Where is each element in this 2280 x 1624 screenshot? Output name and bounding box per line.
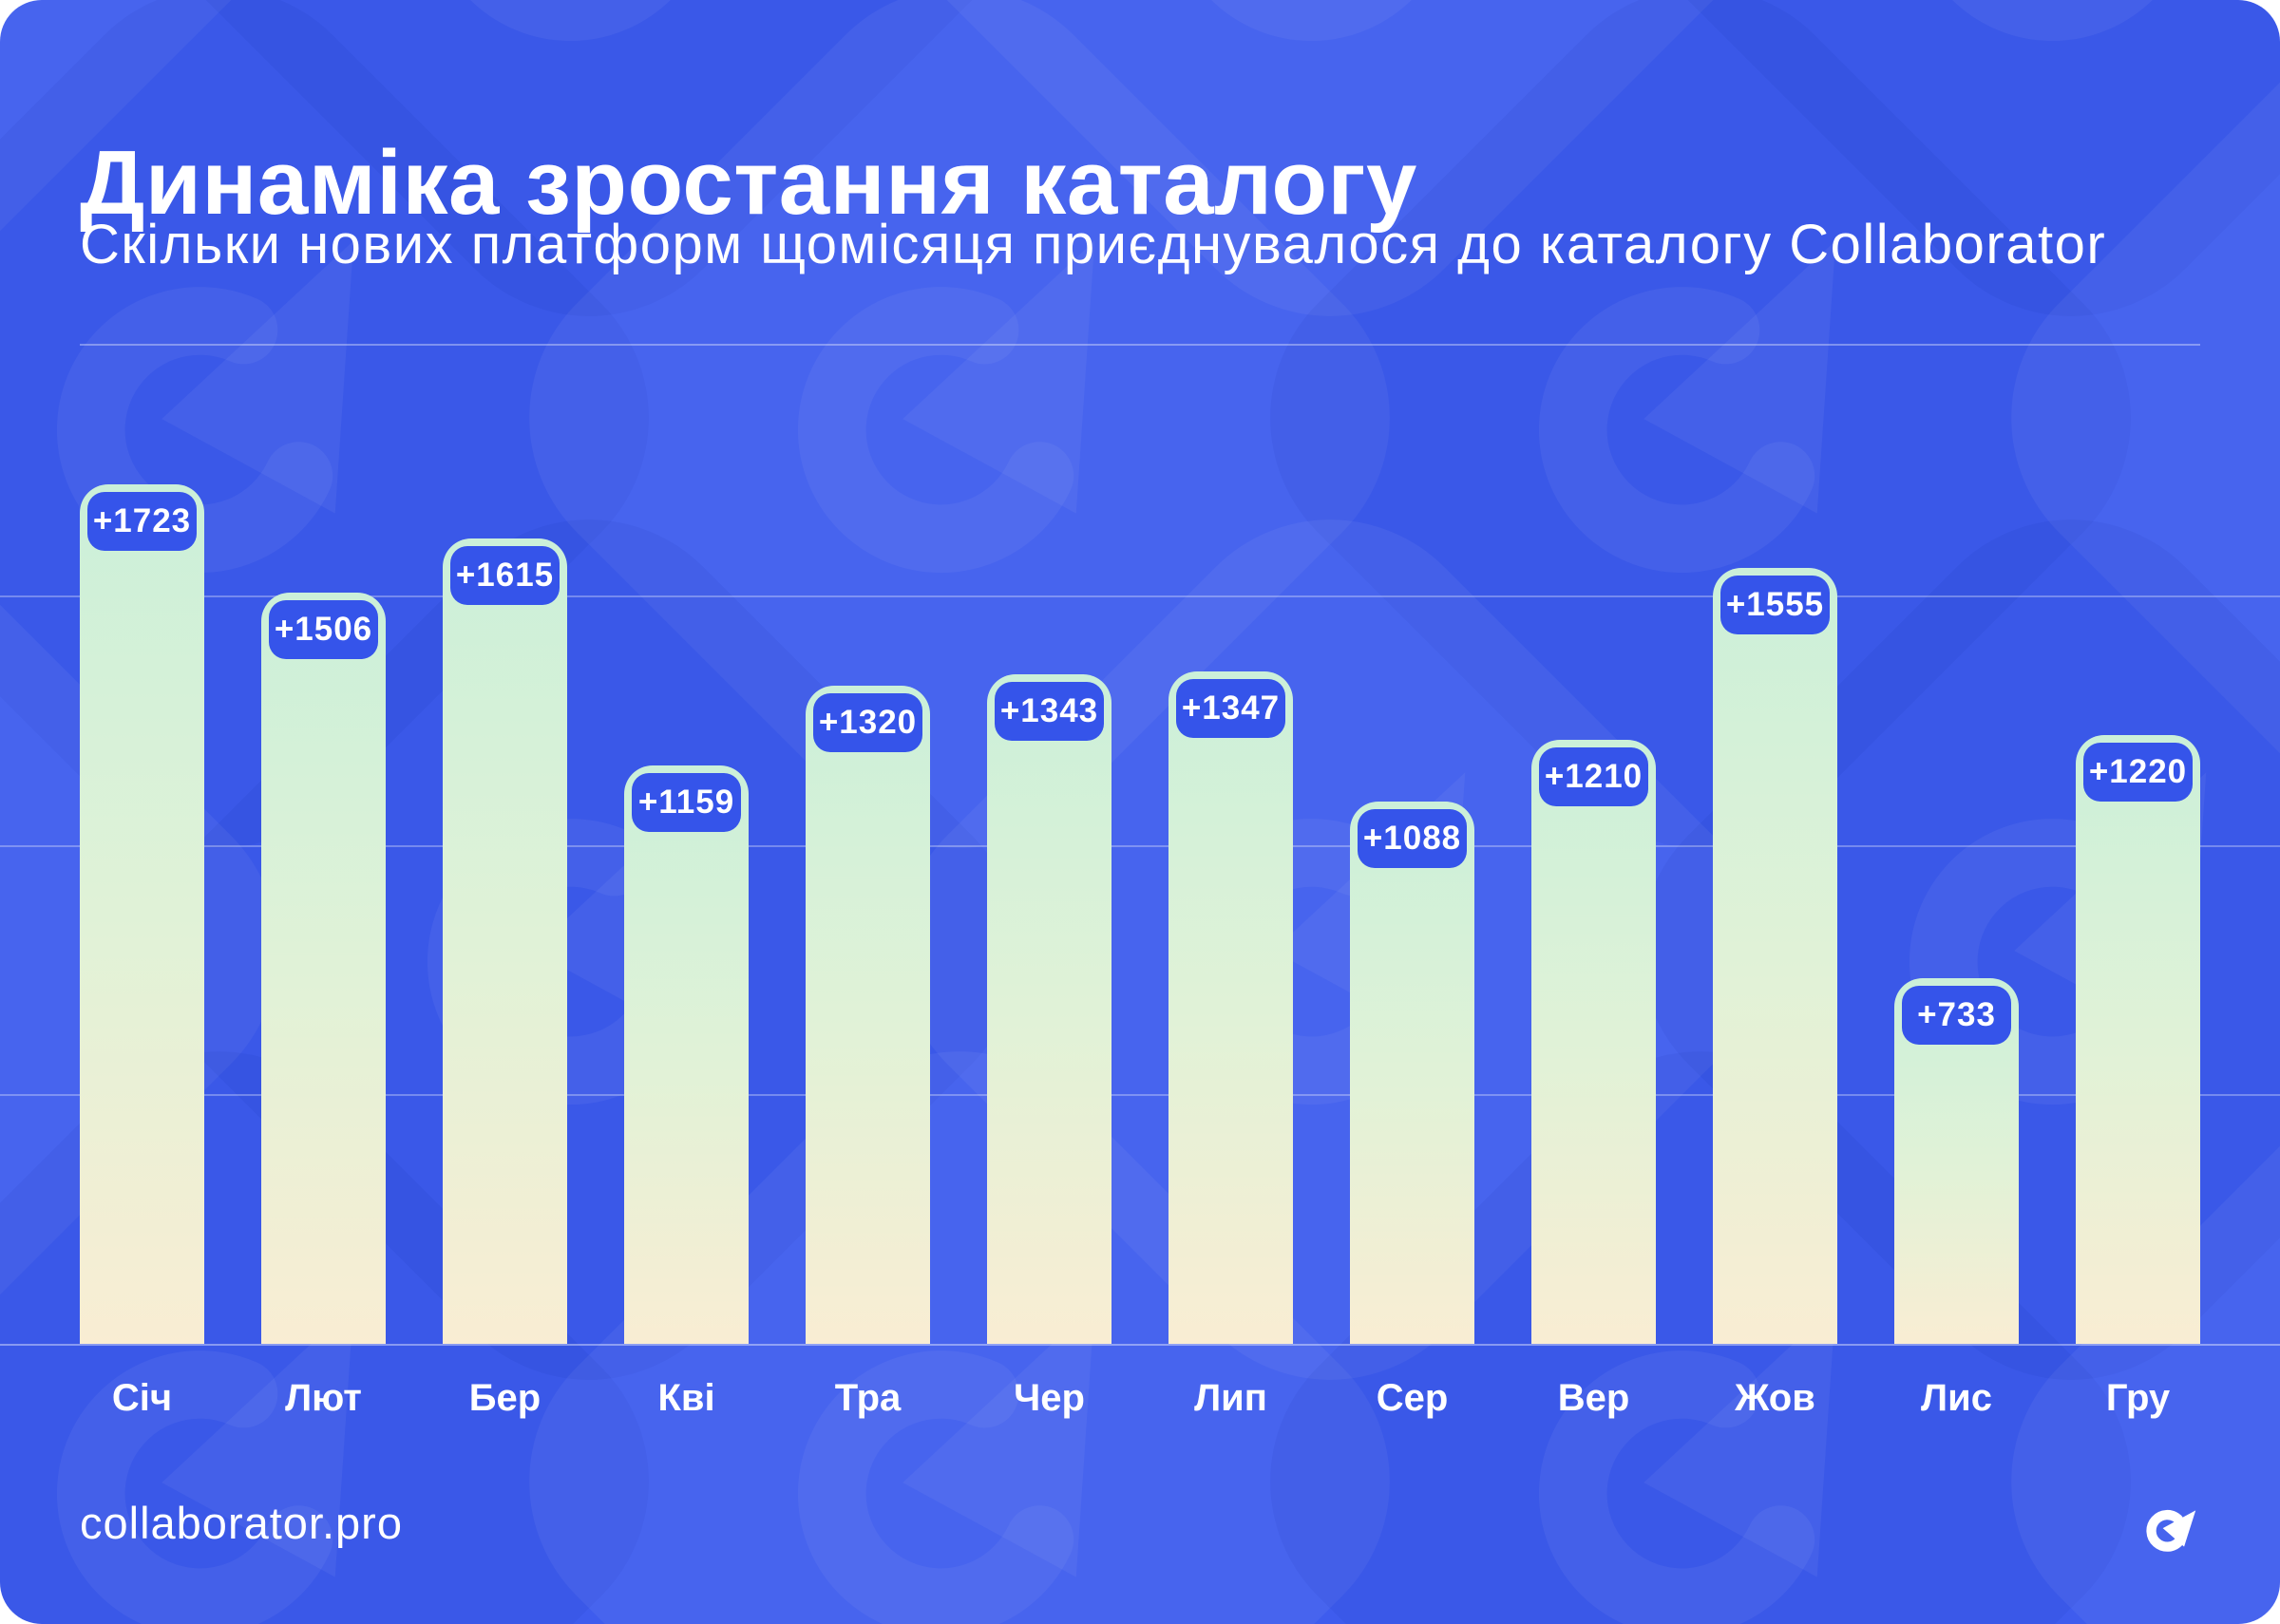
- month-label: Жов: [1735, 1377, 1815, 1419]
- bar-column-Вер: +1210 Вер: [1531, 740, 1656, 1453]
- bar: +1555: [1713, 568, 1837, 1344]
- bars-row: +1723 Січ +1506 Лют +1615 Бер +1159 Кві +1320 Тра…: [80, 380, 2200, 1453]
- bar-column-Кві: +1159 Кві: [624, 765, 749, 1453]
- site-url: collaborator.pro: [80, 1498, 403, 1548]
- month-label: Лип: [1194, 1377, 1267, 1419]
- gridline-1000: [0, 845, 2280, 847]
- page-subtitle: Скільки нових платформ щомісяця приєднув…: [80, 214, 2107, 275]
- value-badge: +1088: [1358, 809, 1467, 868]
- month-label: Сер: [1376, 1377, 1449, 1419]
- bar: +1220: [2076, 735, 2200, 1344]
- month-label: Лют: [285, 1377, 362, 1419]
- month-label: Вер: [1557, 1377, 1630, 1419]
- pattern-logo-glyph: [1820, 0, 2280, 141]
- value-badge: +1723: [87, 492, 197, 551]
- month-label: Бер: [468, 1377, 542, 1419]
- bar-column-Сер: +1088 Сер: [1350, 802, 1474, 1453]
- value-badge: +1615: [450, 546, 560, 605]
- bar-column-Лип: +1347 Лип: [1168, 671, 1293, 1453]
- bar: +1615: [443, 538, 567, 1344]
- value-badge: +1506: [269, 600, 378, 659]
- header-divider: [80, 344, 2200, 346]
- value-badge: +733: [1902, 986, 2011, 1045]
- bar-column-Січ: +1723 Січ: [80, 484, 204, 1453]
- month-label: Тра: [834, 1377, 902, 1419]
- value-badge: +1347: [1176, 679, 1285, 738]
- bar-column-Лис: +733 Лис: [1894, 978, 2019, 1453]
- bar: +1320: [806, 686, 930, 1344]
- value-badge: +1343: [995, 682, 1104, 741]
- bar-chart: +1723 Січ +1506 Лют +1615 Бер +1159 Кві +1320 Тра…: [0, 380, 2280, 1624]
- value-badge: +1159: [632, 773, 741, 832]
- value-badge: +1555: [1720, 576, 1830, 634]
- gridline-1500: [0, 595, 2280, 597]
- bar: +1723: [80, 484, 204, 1344]
- month-label: Лис: [1921, 1377, 1992, 1419]
- bar: +1159: [624, 765, 749, 1344]
- gridline-500: [0, 1094, 2280, 1096]
- bar: +733: [1894, 978, 2019, 1344]
- pattern-logo-glyph: [0, 0, 99, 141]
- pattern-logo-glyph: [338, 0, 840, 141]
- bar-column-Тра: +1320 Тра: [806, 686, 930, 1453]
- pattern-logo-glyph: [1079, 0, 1581, 141]
- month-label: Кві: [657, 1377, 715, 1419]
- page-title: Динаміка зростання каталогу: [80, 132, 1417, 235]
- bar: +1343: [987, 674, 1112, 1344]
- bar: +1088: [1350, 802, 1474, 1344]
- bar-column-Жов: +1555 Жов: [1713, 568, 1837, 1453]
- pattern-tile: [1573, 0, 2280, 384]
- month-label: Січ: [111, 1377, 173, 1419]
- month-label: Гру: [2105, 1377, 2171, 1419]
- collaborator-logo-icon: [2146, 1509, 2196, 1552]
- bar-column-Гру: +1220 Гру: [2076, 735, 2200, 1453]
- bar: +1506: [261, 593, 386, 1344]
- value-badge: +1220: [2083, 743, 2193, 802]
- bar-column-Чер: +1343 Чер: [987, 674, 1112, 1453]
- value-badge: +1210: [1539, 747, 1648, 806]
- bar-column-Лют: +1506 Лют: [261, 593, 386, 1453]
- value-badge: +1320: [813, 693, 922, 752]
- x-axis-baseline: [0, 1344, 2280, 1346]
- bar: +1347: [1168, 671, 1293, 1344]
- month-label: Чер: [1014, 1377, 1085, 1419]
- bar: +1210: [1531, 740, 1656, 1344]
- bar-column-Бер: +1615 Бер: [443, 538, 567, 1453]
